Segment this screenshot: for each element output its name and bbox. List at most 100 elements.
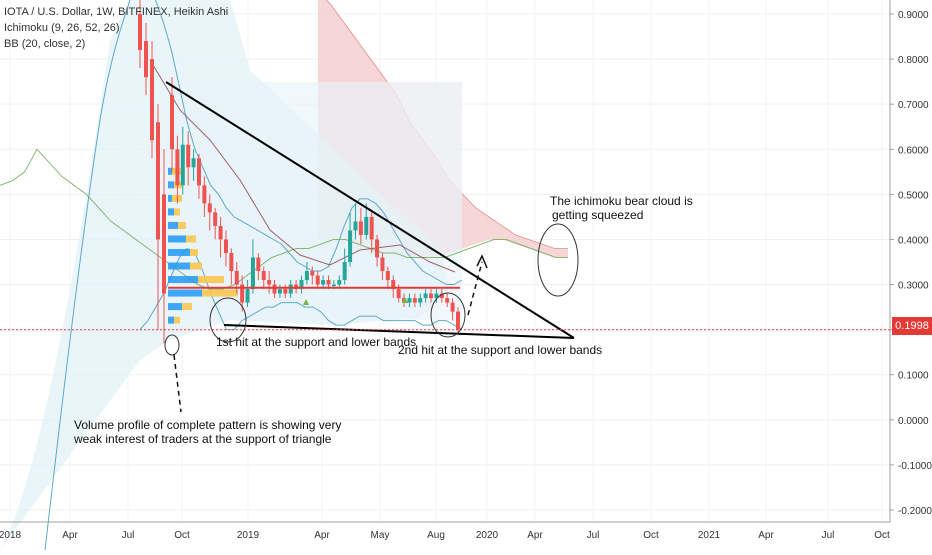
candle-body — [450, 302, 455, 312]
y-tick-label: 0.9000 — [898, 10, 929, 21]
candle-body — [326, 280, 331, 285]
candle-body — [156, 122, 160, 240]
volume-up-bar — [168, 248, 190, 256]
x-tick-label: Oct — [174, 530, 190, 541]
candle-body — [218, 225, 223, 240]
candle-body — [331, 284, 336, 287]
volume-down-bar — [178, 221, 186, 229]
candle-body — [380, 257, 385, 272]
candle-body — [385, 271, 390, 281]
arrow-head-icon — [476, 254, 488, 269]
volume-up-bar — [168, 235, 186, 243]
triangle-upper-trendline — [165, 81, 575, 339]
volume-up-bar — [168, 262, 190, 270]
candle-body — [439, 293, 444, 299]
candle-body — [223, 239, 228, 253]
x-tick-label: Oct — [874, 530, 890, 541]
candle-body — [234, 271, 239, 285]
annotation-volume-line2: weak interest of traders at the support … — [74, 432, 332, 446]
volume-up-bar — [168, 303, 182, 311]
candle-body — [375, 239, 380, 258]
ichimoku-lines — [0, 59, 568, 290]
ichimoku-base-line — [149, 59, 456, 273]
y-tick-label: 0.4000 — [898, 235, 929, 246]
x-tick-label: 2020 — [476, 530, 499, 541]
chart-legend: IOTA / U.S. Dollar, 1W, BITFINEX, Heikin… — [4, 4, 228, 52]
candle-body — [429, 293, 434, 299]
x-tick-label: Jul — [587, 530, 600, 541]
x-tick-label: Oct — [643, 530, 659, 541]
volume-down-bar — [182, 303, 192, 311]
y-tick-label: 0.6000 — [898, 145, 929, 156]
candle-body — [191, 158, 196, 168]
volume-down-bar — [190, 262, 202, 270]
volume-up-bar — [168, 194, 172, 202]
candle-body — [213, 212, 218, 226]
candle-body — [186, 144, 191, 168]
drawings — [0, 81, 890, 413]
candle-body — [423, 293, 428, 299]
second-hit-circle — [430, 292, 466, 338]
signal-triangle-icon — [303, 299, 309, 305]
breakout-dashed-arrow — [467, 261, 483, 316]
candle-body — [170, 95, 174, 150]
x-tick-label: Apr — [527, 530, 543, 541]
candle-body — [391, 280, 396, 290]
annotation-second-hit: 2nd hit at the support and lower bands — [398, 343, 603, 357]
y-tick-label: 0.8000 — [898, 55, 929, 66]
y-tick-label: -0.1000 — [898, 461, 932, 472]
bb-upper-band — [154, 0, 463, 285]
triangle-lower-trendline — [223, 324, 575, 339]
symbol-title[interactable]: IOTA / U.S. Dollar, 1W, BITFINEX, Heikin… — [4, 6, 229, 18]
candle-body — [304, 271, 309, 281]
ichimoku-legend[interactable]: Ichimoku (9, 26, 52, 26) — [4, 22, 120, 34]
volume-up-bar — [168, 316, 174, 324]
x-tick-label: Apr — [62, 530, 78, 541]
candle-body — [434, 293, 439, 299]
candle-body — [283, 289, 288, 294]
volume-down-bar — [174, 208, 180, 216]
candle-body — [348, 230, 353, 262]
volume-profile — [168, 167, 238, 324]
candle-body — [412, 298, 417, 303]
candle-body — [277, 289, 282, 294]
x-tick-label: Jul — [122, 530, 135, 541]
candle-body — [288, 284, 293, 294]
annotation-first-hit: 1st hit at the support and lower bands — [216, 335, 417, 349]
x-tick-label: Jul — [822, 530, 835, 541]
candle-body — [207, 203, 212, 213]
candle-body — [250, 257, 255, 290]
x-tick-label: Aug — [427, 530, 445, 541]
bb-legend[interactable]: BB (20, close, 2) — [4, 38, 86, 50]
candle-body — [162, 194, 166, 294]
volume-down-bar — [202, 289, 238, 297]
candle-body — [202, 185, 207, 204]
y-tick-label: 0.1000 — [898, 371, 929, 382]
first-hit-circle — [209, 297, 247, 343]
annotation-volume-line1: Volume profile of complete pattern is sh… — [74, 418, 342, 432]
volume-up-bar — [168, 167, 172, 175]
x-tick-label: May — [371, 530, 390, 541]
annotation-cloud-line2: getting squeezed — [552, 208, 644, 222]
candle-body — [144, 41, 148, 78]
volume-down-bar — [198, 276, 224, 284]
x-tick-label: Apr — [314, 530, 330, 541]
candle-body — [396, 289, 401, 299]
candle-body — [418, 298, 423, 303]
spike-low-circle — [164, 334, 180, 356]
candle-body — [337, 280, 342, 285]
candle-body — [353, 221, 358, 231]
volume-down-bar — [190, 248, 198, 256]
candle-body — [407, 298, 412, 303]
current-price-badge: 0.1998 — [892, 317, 932, 335]
signal-triangle-icon — [402, 297, 408, 303]
candle-body — [358, 221, 363, 235]
candle-body — [261, 271, 266, 281]
candle-body — [196, 158, 201, 186]
candle-body — [138, 14, 142, 51]
candle-body — [175, 149, 180, 186]
y-tick-label: 0.5000 — [898, 190, 929, 201]
x-tick-label: 2019 — [237, 530, 260, 541]
